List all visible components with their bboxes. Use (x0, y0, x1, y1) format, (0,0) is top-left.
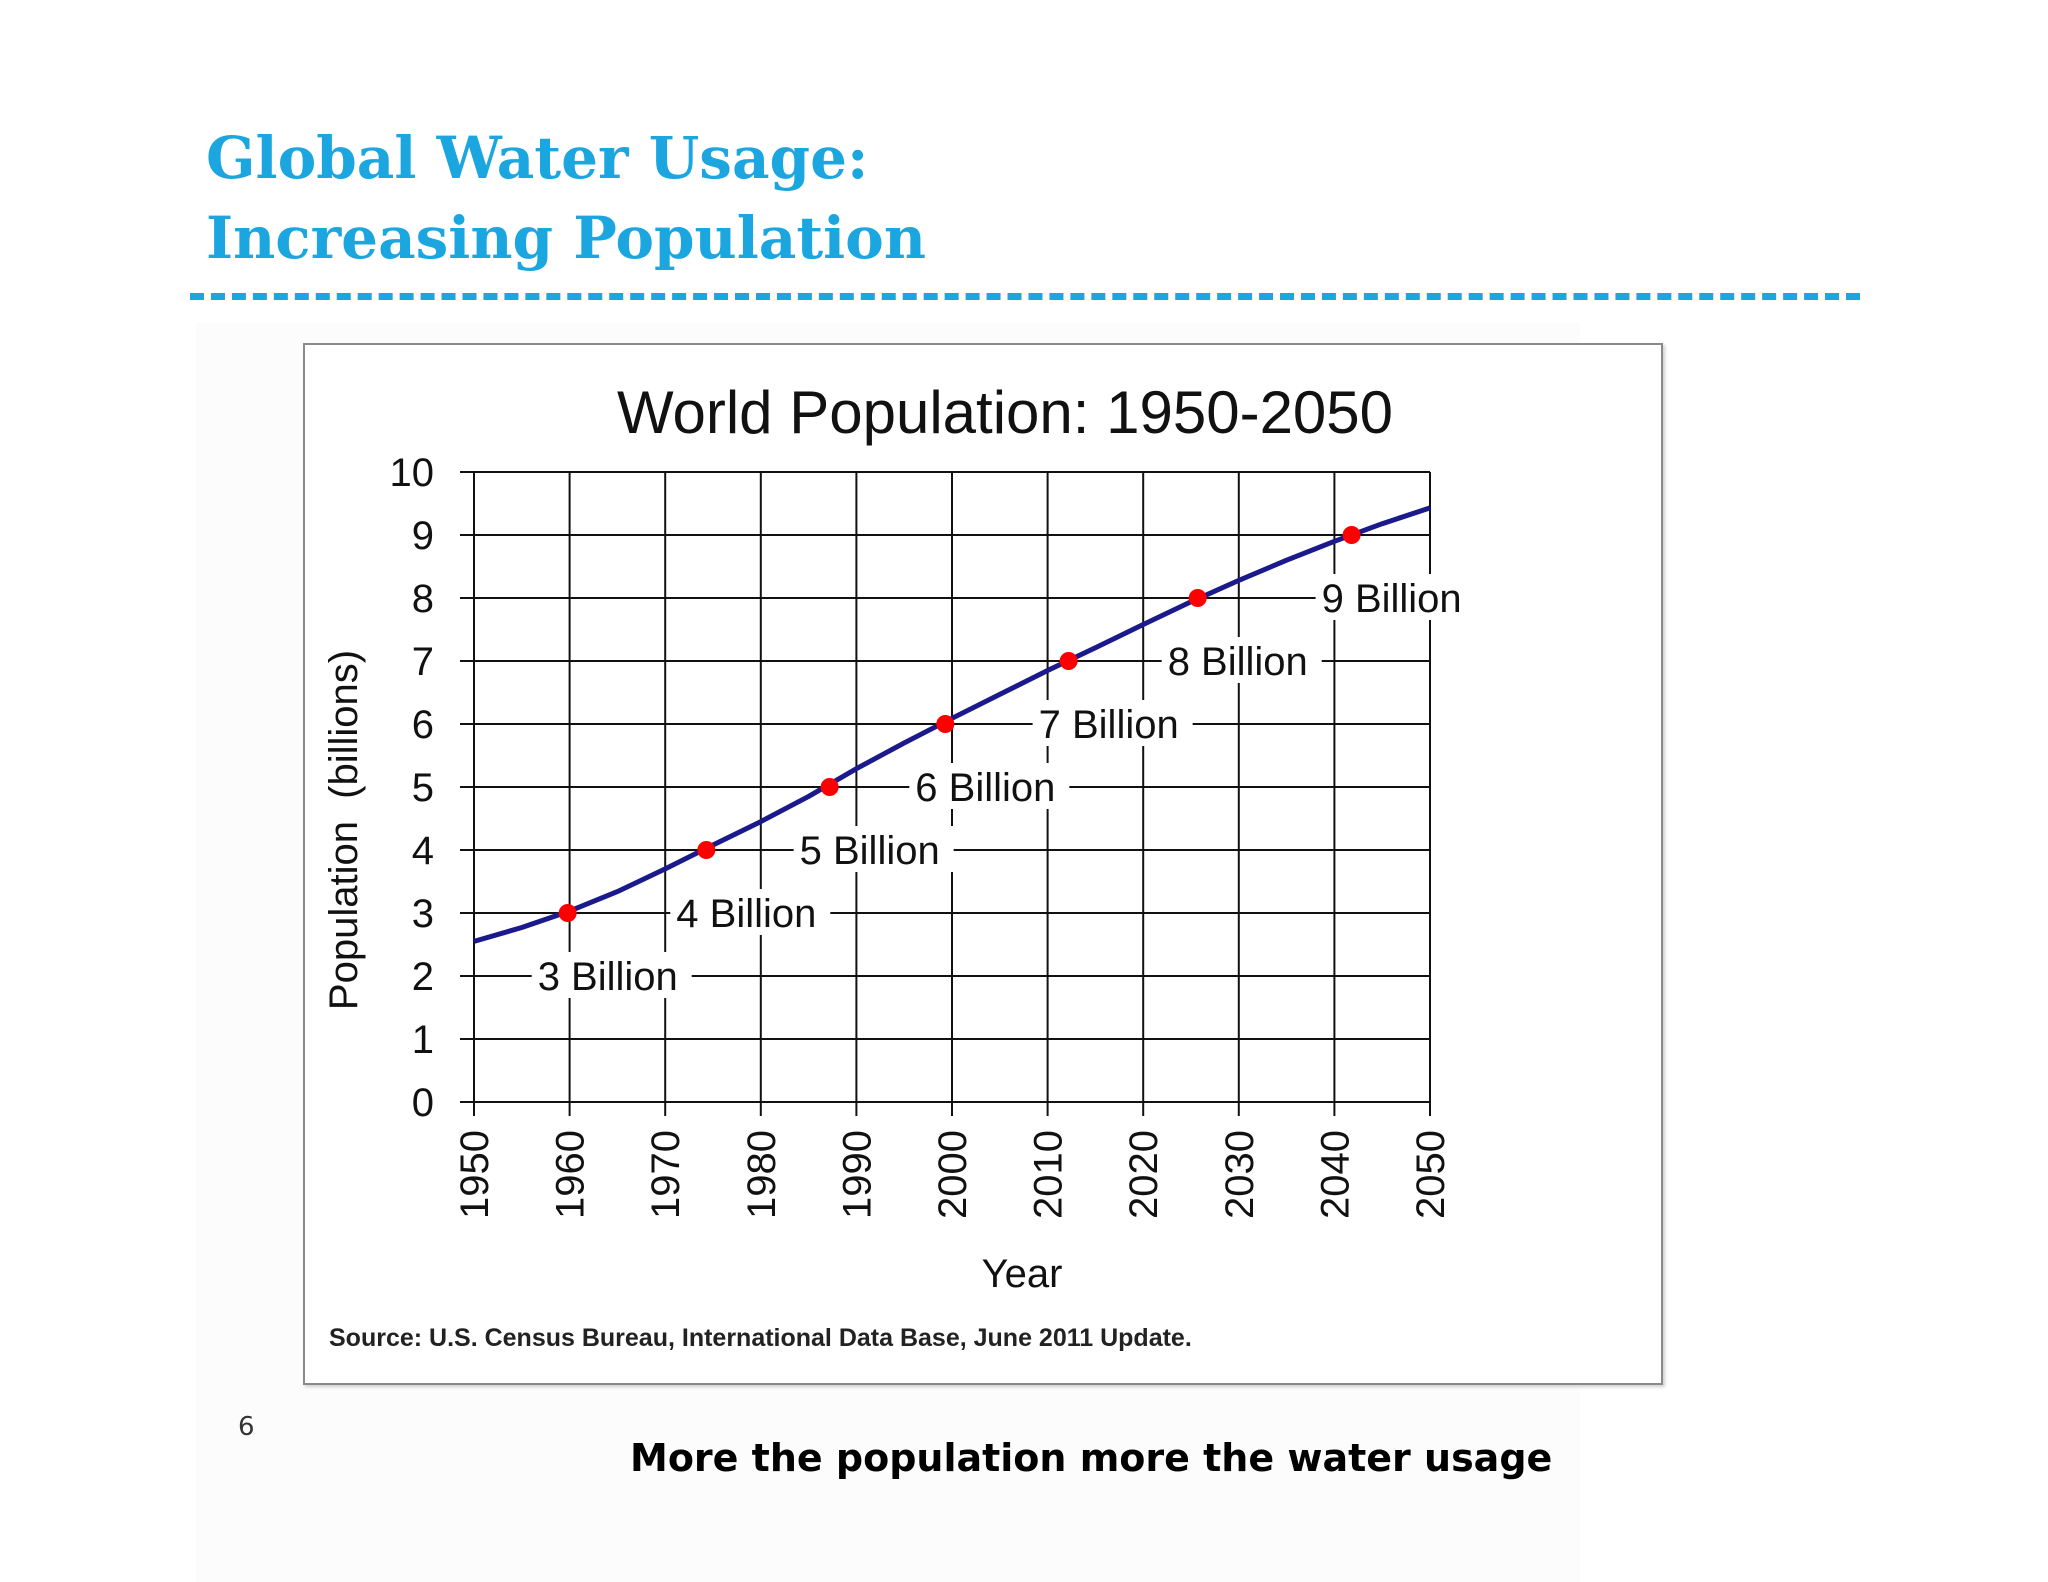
y-axis-label: Population (billions) (322, 650, 366, 1010)
x-tick-label-1960: 1960 (549, 1130, 593, 1219)
y-tick-label-9: 9 (412, 514, 434, 558)
y-tick-label-8: 8 (412, 577, 434, 621)
milestone-marker-6 (936, 715, 955, 733)
milestone-label-bg-8 (1161, 637, 1322, 683)
x-tick-label-2040: 2040 (1313, 1130, 1357, 1219)
x-axis-label: Year (982, 1252, 1063, 1296)
y-tick-label-7: 7 (412, 640, 434, 684)
y-tick-label-2: 2 (412, 955, 434, 999)
milestone-label-9: 9 Billion (1322, 577, 1462, 621)
x-tick-label-1980: 1980 (740, 1130, 784, 1219)
page-number: 6 (238, 1412, 255, 1442)
milestone-label-bg-9 (1315, 574, 1476, 620)
world-population-chart: World Population: 1950-2050 3 Billion 4 B… (322, 379, 1476, 1352)
milestone-labels: 3 Billion 4 Billion 5 Billion 6 Billion 7 Bi… (538, 577, 1462, 999)
milestone-label-7: 7 Billion (1039, 703, 1179, 747)
y-tick-label-1: 1 (412, 1018, 434, 1062)
x-tick-label-2010: 2010 (1027, 1130, 1071, 1219)
chart-title: World Population: 1950-2050 (617, 379, 1393, 446)
y-tick-label-0: 0 (412, 1081, 434, 1125)
y-tick-label-5: 5 (412, 766, 434, 810)
milestone-marker-3 (558, 904, 577, 922)
milestone-markers (558, 526, 1361, 922)
milestone-label-4: 4 Billion (676, 892, 816, 936)
milestone-label-bg-3 (531, 952, 692, 998)
milestone-leader-lines (531, 574, 1476, 998)
milestone-label-bg-6 (909, 763, 1070, 809)
milestone-label-8: 8 Billion (1168, 640, 1308, 684)
slide-caption: More the population more the water usage (630, 1436, 1553, 1480)
milestone-marker-9 (1342, 526, 1361, 544)
milestone-marker-7 (1059, 652, 1078, 670)
milestone-label-bg-7 (1032, 700, 1193, 746)
title-divider (190, 293, 1860, 300)
milestone-label-5: 5 Billion (800, 829, 940, 873)
y-tick-label-4: 4 (412, 829, 434, 873)
milestone-marker-5 (820, 778, 839, 796)
milestone-label-bg-4 (670, 889, 831, 935)
y-tick-label-10: 10 (390, 451, 435, 495)
y-tick-label-6: 6 (412, 703, 434, 747)
slide-title-line-1: Global Water Usage: (206, 124, 869, 192)
x-tick-label-1950: 1950 (453, 1130, 497, 1219)
milestone-marker-8 (1188, 589, 1207, 607)
x-tick-label-1990: 1990 (835, 1130, 879, 1219)
x-tick-label-2020: 2020 (1122, 1130, 1166, 1219)
y-tick-label-3: 3 (412, 892, 434, 936)
x-tick-label-2050: 2050 (1409, 1130, 1453, 1219)
milestone-marker-4 (697, 841, 716, 859)
milestone-label-6: 6 Billion (915, 766, 1055, 810)
y-tick-labels: 0 1 2 3 4 5 6 7 8 9 10 (390, 451, 435, 1125)
chart-frame: World Population: 1950-2050 3 Billion 4 B… (303, 343, 1663, 1385)
x-tick-label-1970: 1970 (644, 1130, 688, 1219)
slide-title-line-2: Increasing Population (206, 204, 927, 272)
x-tick-labels: 1950 1960 1970 1980 1990 2000 2010 2020 2030 2040… (453, 1130, 1453, 1219)
x-tick-label-2000: 2000 (931, 1130, 975, 1219)
milestone-label-bg-5 (793, 826, 954, 872)
milestone-label-3: 3 Billion (538, 955, 678, 999)
x-tick-label-2030: 2030 (1218, 1130, 1262, 1219)
chart-source: Source: U.S. Census Bureau, Internationa… (329, 1324, 1192, 1352)
slide-title: Global Water Usage: Increasing Populatio… (206, 118, 926, 278)
